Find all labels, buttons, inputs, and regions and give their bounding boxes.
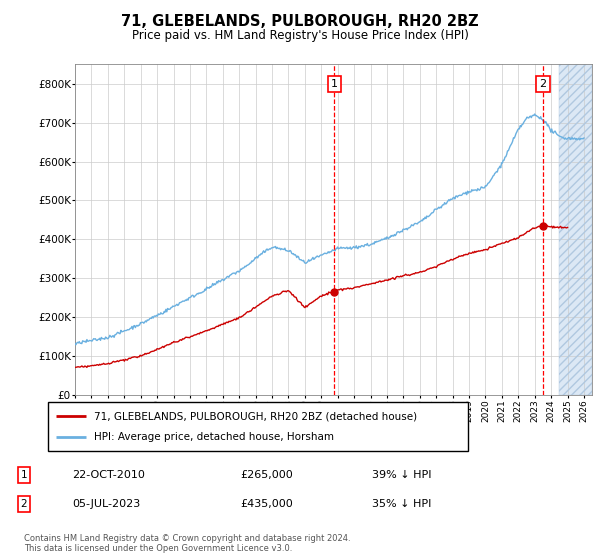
Bar — [559, 64, 592, 395]
Text: 1: 1 — [20, 470, 28, 480]
Text: £265,000: £265,000 — [240, 470, 293, 480]
Text: 71, GLEBELANDS, PULBOROUGH, RH20 2BZ: 71, GLEBELANDS, PULBOROUGH, RH20 2BZ — [121, 14, 479, 29]
Bar — [559, 64, 592, 395]
Text: Price paid vs. HM Land Registry's House Price Index (HPI): Price paid vs. HM Land Registry's House … — [131, 29, 469, 42]
Text: 1: 1 — [331, 79, 338, 89]
Text: 2: 2 — [20, 499, 28, 509]
Text: Contains HM Land Registry data © Crown copyright and database right 2024.
This d: Contains HM Land Registry data © Crown c… — [24, 534, 350, 553]
Text: 05-JUL-2023: 05-JUL-2023 — [72, 499, 140, 509]
Text: 39% ↓ HPI: 39% ↓ HPI — [372, 470, 431, 480]
Text: 22-OCT-2010: 22-OCT-2010 — [72, 470, 145, 480]
Text: 35% ↓ HPI: 35% ↓ HPI — [372, 499, 431, 509]
Text: £435,000: £435,000 — [240, 499, 293, 509]
Text: HPI: Average price, detached house, Horsham: HPI: Average price, detached house, Hors… — [94, 432, 334, 442]
Text: 2: 2 — [539, 79, 547, 89]
Text: 71, GLEBELANDS, PULBOROUGH, RH20 2BZ (detached house): 71, GLEBELANDS, PULBOROUGH, RH20 2BZ (de… — [94, 411, 418, 421]
